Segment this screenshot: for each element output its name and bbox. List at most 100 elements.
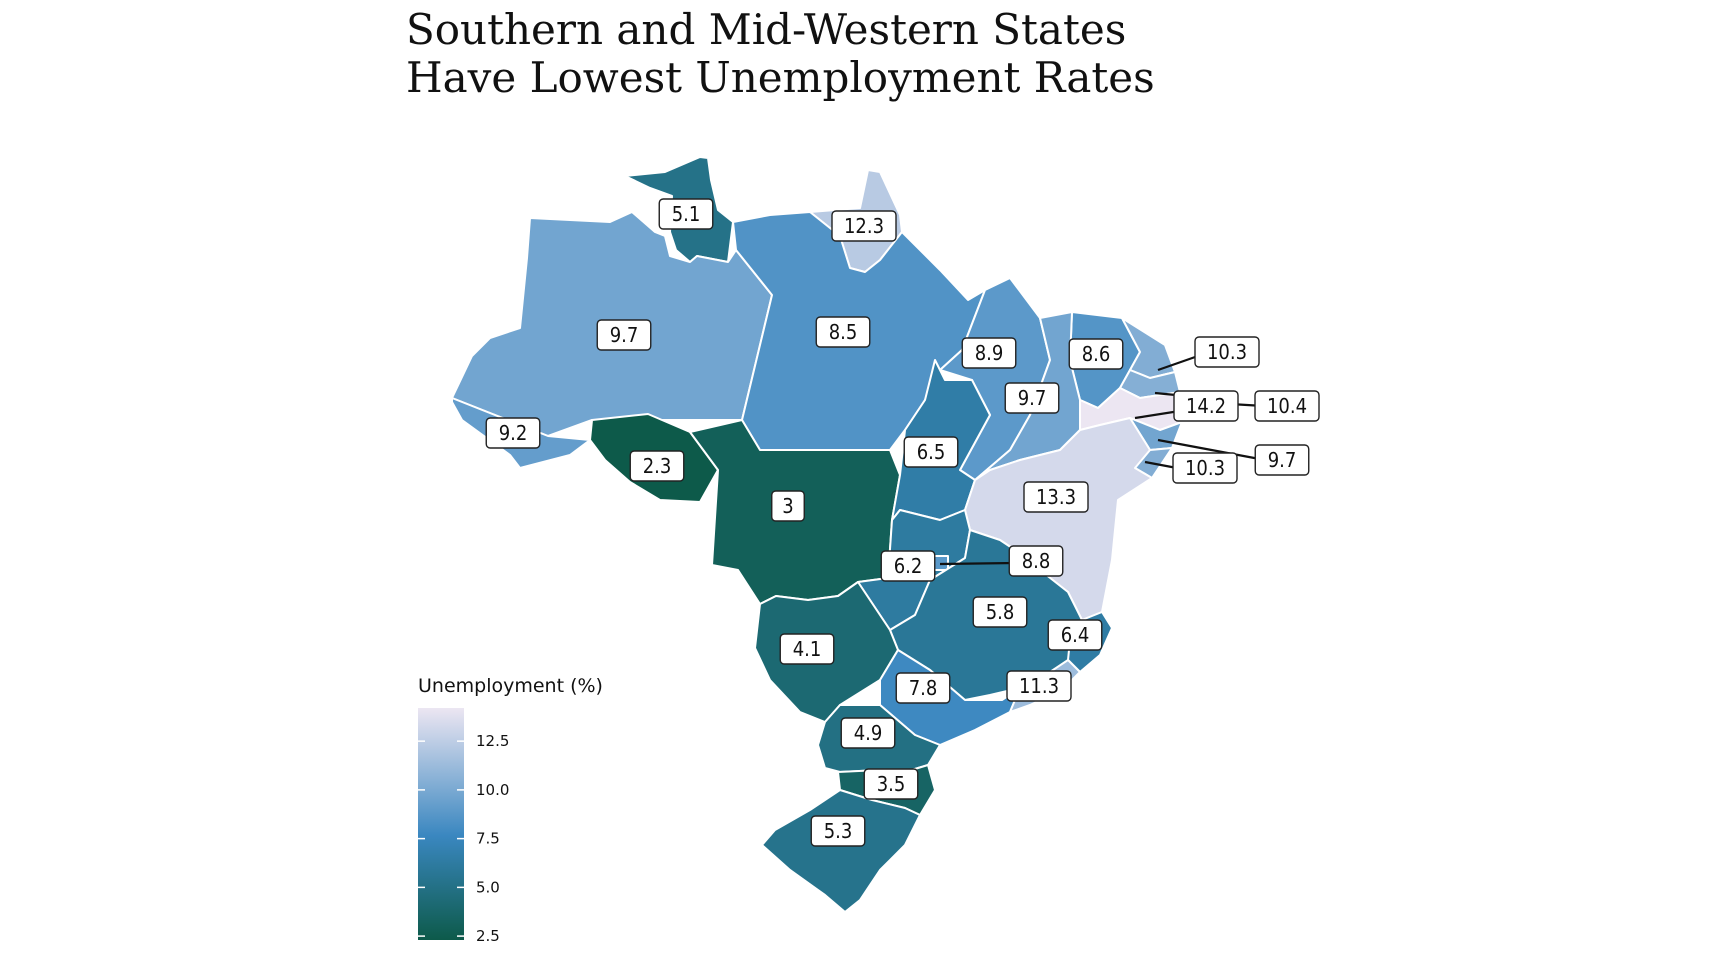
legend-color-bar xyxy=(418,708,464,940)
leader-lines xyxy=(939,354,1266,566)
value-label-box xyxy=(815,316,871,348)
value-label-text: 10.4 xyxy=(1267,394,1307,418)
value-label-text: 8.6 xyxy=(1082,342,1111,366)
value-label-box xyxy=(810,815,866,847)
legend-tick-label: 10.0 xyxy=(476,781,509,799)
value-label-box xyxy=(1254,390,1320,422)
value-label: 6.5 xyxy=(903,436,959,468)
value-label-text: 8.5 xyxy=(829,320,858,344)
value-label-text: 9.7 xyxy=(1268,448,1297,472)
value-label-box xyxy=(779,633,835,665)
value-label: 10.3 xyxy=(1194,336,1260,368)
legend-title: Unemployment (%) xyxy=(418,675,603,697)
value-label: 6.4 xyxy=(1047,619,1103,651)
value-label-box xyxy=(1047,619,1103,651)
value-label-box xyxy=(903,436,959,468)
value-label: 13.3 xyxy=(1023,481,1089,513)
value-label-text: 4.9 xyxy=(854,721,883,745)
value-label-text: 10.3 xyxy=(1207,340,1247,364)
legend-tick-label: 12.5 xyxy=(476,732,509,750)
value-label-text: 8.9 xyxy=(975,341,1004,365)
value-label-box xyxy=(831,210,897,242)
value-label-box xyxy=(658,198,714,230)
value-label-text: 9.2 xyxy=(499,421,528,445)
value-label-text: 6.2 xyxy=(894,554,923,578)
value-label: 6.2 xyxy=(880,550,936,582)
value-label-text: 3.5 xyxy=(877,772,906,796)
value-label-text: 13.3 xyxy=(1036,485,1076,509)
value-label-box xyxy=(895,672,951,704)
value-label-text: 14.2 xyxy=(1186,394,1226,418)
value-label: 12.3 xyxy=(831,210,897,242)
value-label-text: 9.7 xyxy=(610,323,639,347)
value-label-text: 11.3 xyxy=(1019,674,1059,698)
value-label-box xyxy=(972,596,1028,628)
value-label-text: 12.3 xyxy=(844,214,884,238)
value-label-text: 10.3 xyxy=(1185,456,1225,480)
value-label-box xyxy=(1006,670,1072,702)
value-label-text: 6.5 xyxy=(917,440,946,464)
value-label-text: 3 xyxy=(782,494,793,518)
state-rio-grande-do-sul xyxy=(761,789,921,913)
value-label-box xyxy=(863,768,919,800)
value-label: 8.8 xyxy=(1008,545,1064,577)
value-label-text: 5.8 xyxy=(986,600,1015,624)
value-label-box xyxy=(1023,481,1089,513)
value-label-box xyxy=(629,450,685,482)
value-label-box xyxy=(485,417,541,449)
leader-line xyxy=(1157,354,1199,372)
value-label: 9.7 xyxy=(1254,444,1310,476)
value-label-text: 4.1 xyxy=(793,637,822,661)
value-label-box xyxy=(880,550,936,582)
value-label-box xyxy=(1254,444,1310,476)
legend-ticks: 12.5 10.0 7.5 5.0 2.5 xyxy=(418,732,509,945)
value-label-text: 7.8 xyxy=(909,676,938,700)
map-title: Southern and Mid-Western States Have Low… xyxy=(406,6,1155,102)
value-label-text: 9.7 xyxy=(1018,386,1047,410)
value-label: 10.4 xyxy=(1254,390,1320,422)
value-label: 5.8 xyxy=(972,596,1028,628)
value-label-box xyxy=(961,337,1017,369)
value-label-box xyxy=(1194,336,1260,368)
value-label: 5.1 xyxy=(658,198,714,230)
value-label-box xyxy=(596,319,652,351)
value-label: 11.3 xyxy=(1006,670,1072,702)
title-line-1: Southern and Mid-Western States xyxy=(406,5,1127,54)
leader-line xyxy=(1157,438,1266,462)
leader-line xyxy=(939,561,1016,566)
value-label-text: 2.3 xyxy=(643,454,672,478)
value-label: 3.5 xyxy=(863,768,919,800)
value-label-box xyxy=(771,490,805,522)
value-label-text: 5.3 xyxy=(824,819,853,843)
value-labels: 5.1 12.3 9.7 8.5 9.2 2.3 3 8.9 8.6 9.7 6.5 10.3 10.4… xyxy=(485,198,1320,847)
value-label: 9.7 xyxy=(596,319,652,351)
value-label: 4.9 xyxy=(840,717,896,749)
value-label: 8.6 xyxy=(1068,338,1124,370)
state-shapes xyxy=(451,156,1183,913)
value-label: 5.3 xyxy=(810,815,866,847)
value-label: 3 xyxy=(771,490,805,522)
value-label: 7.8 xyxy=(895,672,951,704)
value-label-box xyxy=(1004,382,1060,414)
legend-tick-label: 7.5 xyxy=(476,830,500,848)
value-label: 10.3 xyxy=(1172,452,1238,484)
legend-tick-label: 2.5 xyxy=(476,927,500,945)
value-label-box xyxy=(1172,452,1238,484)
value-label-text: 6.4 xyxy=(1061,623,1090,647)
legend-tick-label: 5.0 xyxy=(476,878,500,896)
value-label-box xyxy=(1008,545,1064,577)
legend: Unemployment (%) 12.5 10.0 7.5 5.0 2.5 xyxy=(418,675,603,945)
value-label: 8.9 xyxy=(961,337,1017,369)
value-label: 14.2 xyxy=(1173,390,1239,422)
title-line-2: Have Lowest Unemployment Rates xyxy=(406,53,1155,102)
value-label: 9.2 xyxy=(485,417,541,449)
leader-line xyxy=(1144,460,1178,470)
value-label-text: 8.8 xyxy=(1022,549,1051,573)
value-label: 8.5 xyxy=(815,316,871,348)
value-label-text: 5.1 xyxy=(672,202,701,226)
value-label: 9.7 xyxy=(1004,382,1060,414)
value-label-box xyxy=(1173,390,1239,422)
value-label: 4.1 xyxy=(779,633,835,665)
value-label-box xyxy=(1068,338,1124,370)
